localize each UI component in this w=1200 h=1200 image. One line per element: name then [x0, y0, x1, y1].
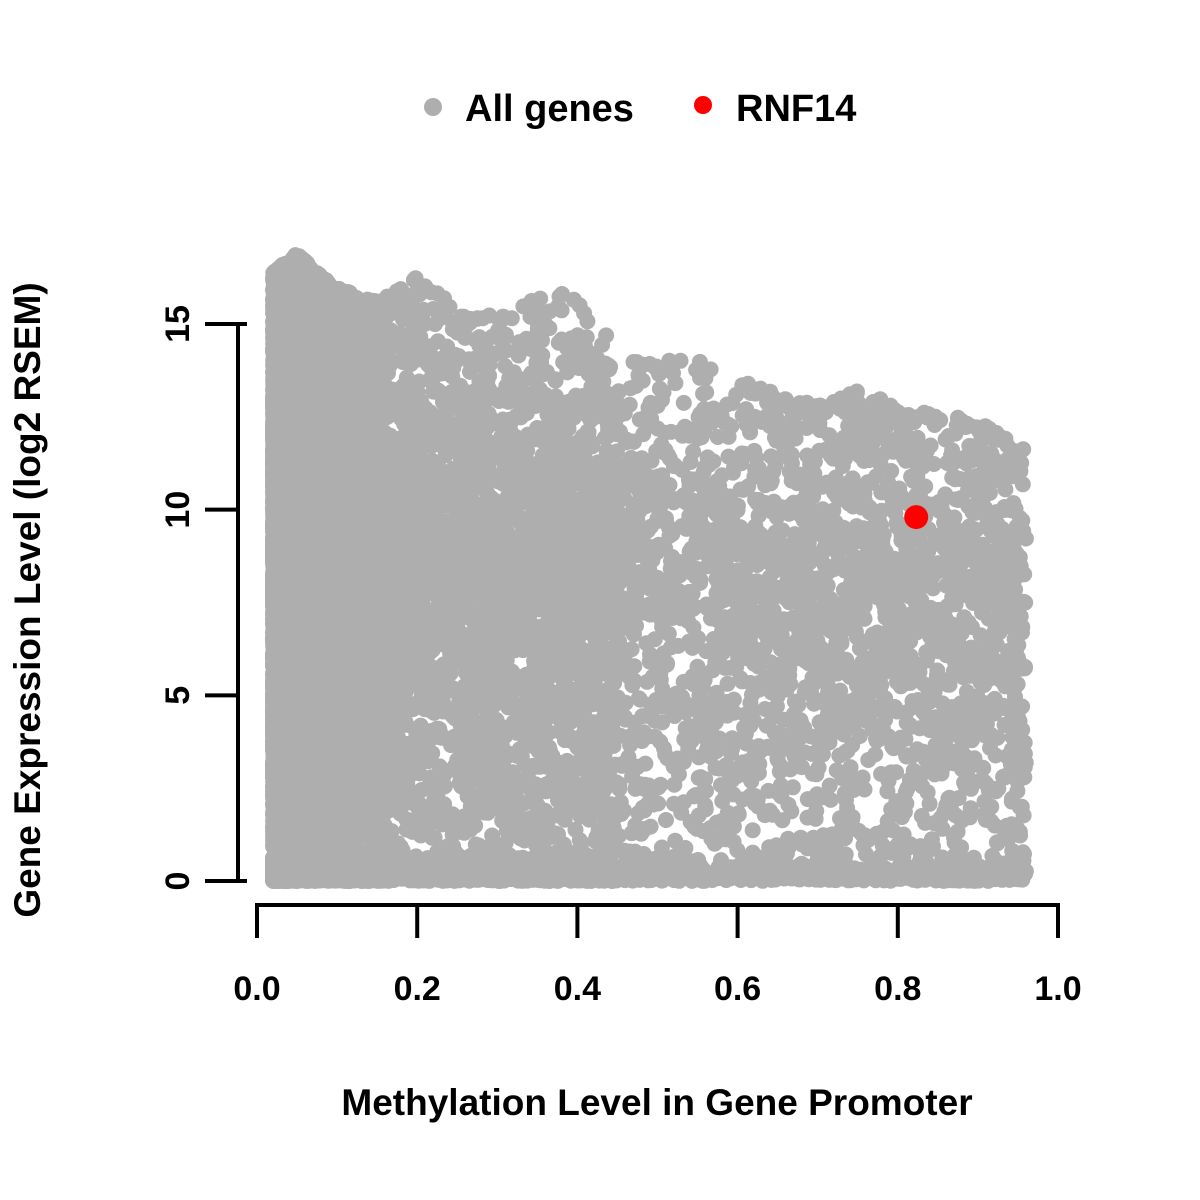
rnf14-point: [904, 505, 929, 530]
x-axis-tick-label: 0.2: [394, 970, 441, 1008]
y-axis-label: Gene Expression Level (log2 RSEM): [7, 282, 48, 917]
x-axis: 0.0 0.2 0.4 0.6 0.8 1.0: [233, 903, 1082, 1008]
x-axis-tick-label: 1.0: [1034, 970, 1081, 1008]
legend: All genes RNF14: [424, 88, 856, 130]
y-axis-tick-label: 5: [159, 686, 197, 705]
x-axis-tick-label: 0.0: [233, 970, 280, 1008]
y-axis-tick-labels: 0 5 10 15: [159, 305, 197, 890]
x-axis-tick-label: 0.6: [714, 970, 761, 1008]
y-axis-tick-label: 0: [159, 872, 197, 891]
legend-label-rnf14: RNF14: [736, 88, 856, 130]
x-axis-tick-labels: 0.0 0.2 0.4 0.6 0.8 1.0: [233, 970, 1081, 1008]
legend-label-all-genes: All genes: [465, 88, 634, 130]
y-axis-ticks: [205, 322, 238, 883]
legend-marker-all-genes: [424, 98, 442, 116]
x-axis-label: Methylation Level in Gene Promoter: [341, 1082, 972, 1123]
series-all-genes-points: [265, 247, 1034, 889]
x-axis-tick-label: 0.8: [874, 970, 921, 1008]
y-axis-tick-label: 15: [159, 305, 197, 343]
x-axis-tick-label: 0.4: [554, 970, 601, 1008]
y-axis-line: [236, 322, 247, 883]
series-rnf14-points: [904, 505, 929, 530]
y-axis: 0 5 10 15: [159, 305, 247, 890]
y-axis-tick-label: 10: [159, 491, 197, 529]
x-axis-ticks: [255, 905, 1060, 938]
legend-marker-rnf14: [694, 96, 712, 114]
